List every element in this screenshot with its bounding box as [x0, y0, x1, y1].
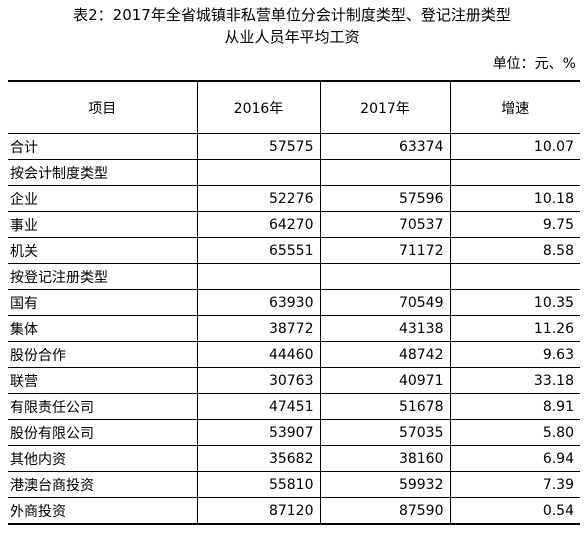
value-2016-cell: 65551: [196, 237, 320, 264]
table-row: 国有 63930 70549 10.35: [8, 289, 580, 316]
value-2017-cell: [319, 159, 450, 186]
wage-table: 项目 2016年 2017年 增速 合计 57575 63374 10.07 按会计制度…: [8, 80, 580, 525]
growth-cell: 5.80: [449, 419, 580, 446]
value-2017-cell: 71172: [319, 237, 450, 264]
table-row: 股份有限公司 53907 57035 5.80: [8, 419, 580, 446]
value-2016-cell: 87120: [196, 497, 320, 525]
table-row: 有限责任公司 47451 51678 8.91: [8, 393, 580, 420]
table-row: 其他内资 35682 38160 6.94: [8, 445, 580, 472]
value-2017-cell: 59932: [319, 471, 450, 498]
table-row: 联营 30763 40971 33.18: [8, 367, 580, 394]
table-row: 港澳台商投资 55810 59932 7.39: [8, 471, 580, 498]
value-2017-cell: 48742: [319, 341, 450, 368]
row-name-cell: 按登记注册类型: [8, 263, 197, 290]
unit-label: 单位：元、%: [492, 56, 576, 72]
row-name-cell: 机关: [8, 237, 197, 264]
value-2017-cell: 43138: [319, 315, 450, 342]
table-row: 集体 38772 43138 11.26: [8, 315, 580, 342]
growth-cell: 9.75: [449, 211, 580, 238]
table-row: 机关 65551 71172 8.58: [8, 237, 580, 264]
growth-cell: 10.35: [449, 289, 580, 316]
table-row: 按会计制度类型: [8, 159, 580, 186]
value-2017-cell: [319, 263, 450, 290]
value-2016-cell: 55810: [196, 471, 320, 498]
value-2016-cell: 38772: [196, 315, 320, 342]
value-2016-cell: [196, 263, 320, 290]
growth-cell: 7.39: [449, 471, 580, 498]
value-2016-cell: 63930: [196, 289, 320, 316]
row-name-cell: 事业: [8, 211, 197, 238]
header-growth: 增速: [449, 81, 580, 134]
value-2016-cell: 64270: [196, 211, 320, 238]
row-name-cell: 有限责任公司: [8, 393, 197, 420]
row-name-cell: 其他内资: [8, 445, 197, 472]
table-title-line-2: 从业人员年平均工资: [224, 28, 360, 46]
table-body: 合计 57575 63374 10.07 按会计制度类型 企业 52276 57596 10.1…: [8, 133, 580, 525]
row-name-cell: 港澳台商投资: [8, 471, 197, 498]
table-row: 股份合作 44460 48742 9.63: [8, 341, 580, 368]
row-name-cell: 股份有限公司: [8, 419, 197, 446]
value-2016-cell: 53907: [196, 419, 320, 446]
value-2017-cell: 57035: [319, 419, 450, 446]
value-2016-cell: 47451: [196, 393, 320, 420]
value-2016-cell: 30763: [196, 367, 320, 394]
value-2016-cell: 57575: [196, 133, 320, 160]
value-2016-cell: [196, 159, 320, 186]
growth-cell: 33.18: [449, 367, 580, 394]
row-name-cell: 外商投资: [8, 497, 197, 525]
value-2017-cell: 70537: [319, 211, 450, 238]
table-row: 按登记注册类型: [8, 263, 580, 290]
growth-cell: 11.26: [449, 315, 580, 342]
row-name-cell: 按会计制度类型: [8, 159, 197, 186]
growth-cell: [449, 263, 580, 290]
growth-cell: 8.58: [449, 237, 580, 264]
value-2017-cell: 38160: [319, 445, 450, 472]
row-name-cell: 企业: [8, 185, 197, 212]
row-name-cell: 股份合作: [8, 341, 197, 368]
value-2016-cell: 35682: [196, 445, 320, 472]
table-row: 事业 64270 70537 9.75: [8, 211, 580, 238]
growth-cell: 6.94: [449, 445, 580, 472]
value-2017-cell: 63374: [319, 133, 450, 160]
growth-cell: 10.07: [449, 133, 580, 160]
growth-cell: 0.54: [449, 497, 580, 525]
row-name-cell: 国有: [8, 289, 197, 316]
value-2016-cell: 52276: [196, 185, 320, 212]
row-name-cell: 联营: [8, 367, 197, 394]
header-row: 项目 2016年 2017年 增速: [8, 81, 580, 134]
header-item: 项目: [8, 81, 197, 134]
row-name-cell: 集体: [8, 315, 197, 342]
growth-cell: 8.91: [449, 393, 580, 420]
value-2017-cell: 87590: [319, 497, 450, 525]
header-2017: 2017年: [319, 81, 450, 134]
table-row: 外商投资 87120 87590 0.54: [8, 497, 580, 525]
value-2017-cell: 57596: [319, 185, 450, 212]
table-row: 合计 57575 63374 10.07: [8, 133, 580, 160]
value-2017-cell: 40971: [319, 367, 450, 394]
value-2017-cell: 70549: [319, 289, 450, 316]
value-2017-cell: 51678: [319, 393, 450, 420]
table-title: 表2：2017年全省城镇非私营单位分会计制度类型、登记注册类型 从业人员年平均工…: [0, 0, 584, 48]
table-row: 企业 52276 57596 10.18: [8, 185, 580, 212]
table-title-line-1: 表2：2017年全省城镇非私营单位分会计制度类型、登记注册类型: [73, 6, 511, 24]
growth-cell: [449, 159, 580, 186]
value-2016-cell: 44460: [196, 341, 320, 368]
header-2016: 2016年: [196, 81, 320, 134]
row-name-cell: 合计: [8, 133, 197, 160]
growth-cell: 10.18: [449, 185, 580, 212]
growth-cell: 9.63: [449, 341, 580, 368]
